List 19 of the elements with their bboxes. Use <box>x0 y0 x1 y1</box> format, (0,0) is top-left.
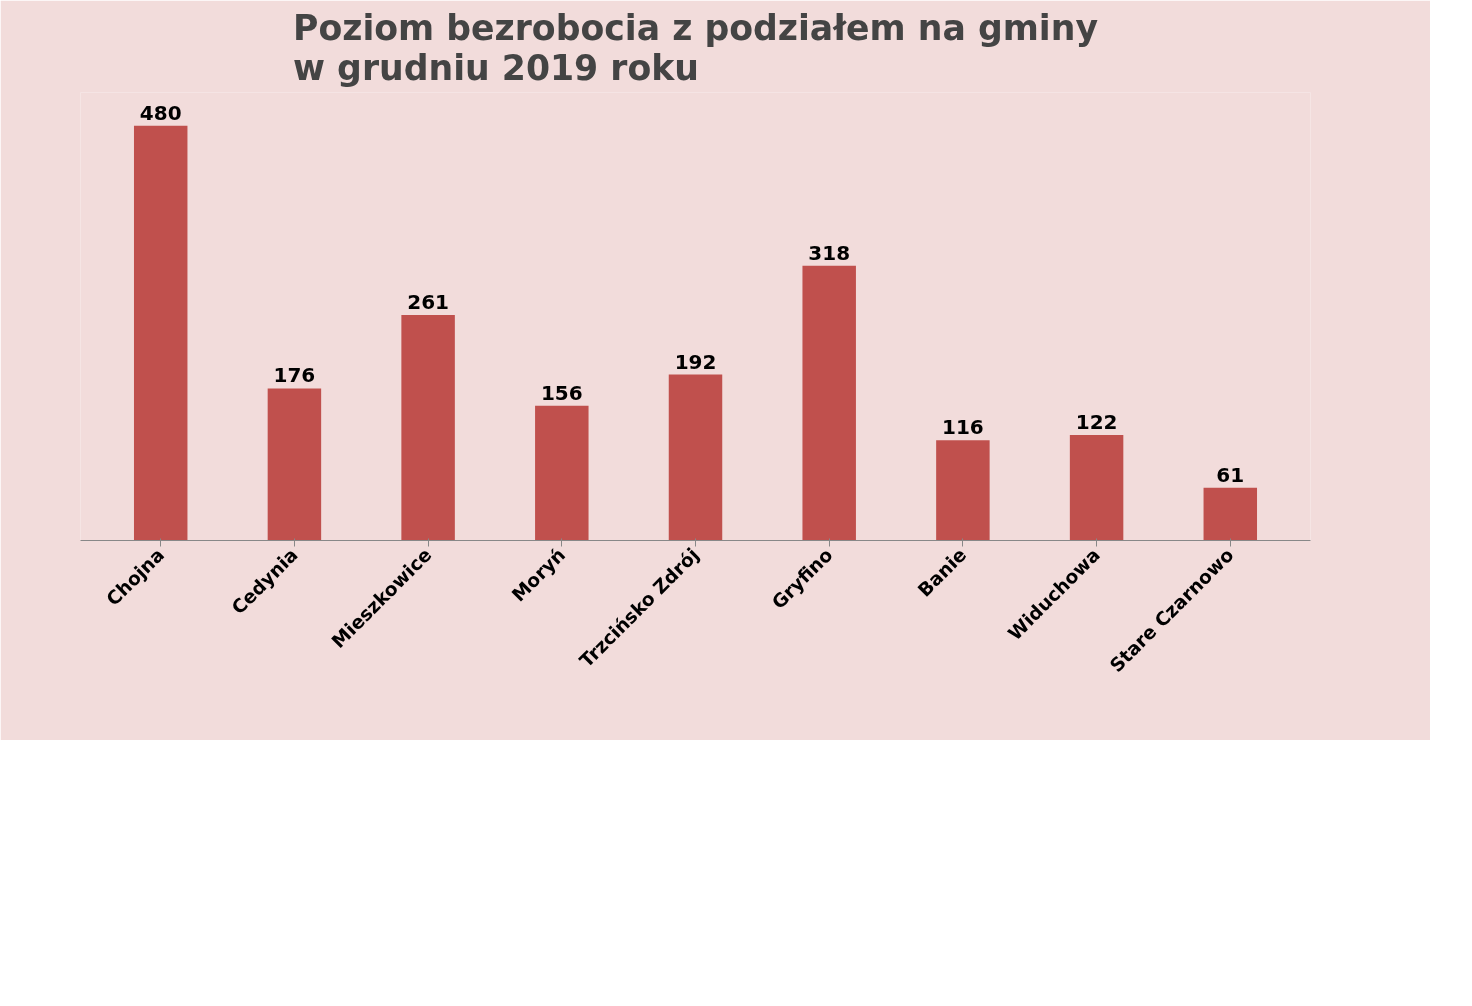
bar <box>802 265 856 541</box>
bar <box>535 405 589 541</box>
data-label: 261 <box>407 289 449 314</box>
data-label: 192 <box>674 349 717 374</box>
data-label: 318 <box>808 240 851 265</box>
data-label: 61 <box>1216 462 1245 487</box>
bar <box>133 125 188 541</box>
bar <box>1203 487 1258 541</box>
data-label: 480 <box>139 100 182 125</box>
data-label: 122 <box>1075 410 1118 435</box>
chart-title: Poziom bezrobocia z podziałem na gminy w grudniu 2019 roku <box>293 7 1098 88</box>
bar <box>1069 435 1124 541</box>
data-label: 176 <box>273 363 316 388</box>
bar <box>267 388 322 541</box>
data-label: 116 <box>942 415 984 440</box>
bar <box>401 314 455 541</box>
bar <box>936 440 990 541</box>
bar <box>668 374 723 541</box>
data-label: 156 <box>540 380 583 405</box>
